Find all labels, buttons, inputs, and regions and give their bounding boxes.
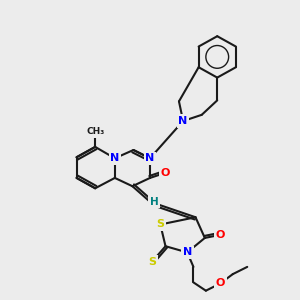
Text: O: O [216, 230, 225, 240]
Text: S: S [148, 257, 156, 267]
Text: CH₃: CH₃ [86, 127, 104, 136]
Text: O: O [216, 278, 225, 288]
Text: S: S [156, 220, 164, 230]
Text: O: O [161, 168, 170, 178]
Text: H: H [150, 197, 159, 207]
Text: N: N [183, 248, 192, 257]
Text: N: N [110, 153, 119, 163]
Text: N: N [178, 116, 188, 126]
Text: N: N [146, 153, 154, 163]
